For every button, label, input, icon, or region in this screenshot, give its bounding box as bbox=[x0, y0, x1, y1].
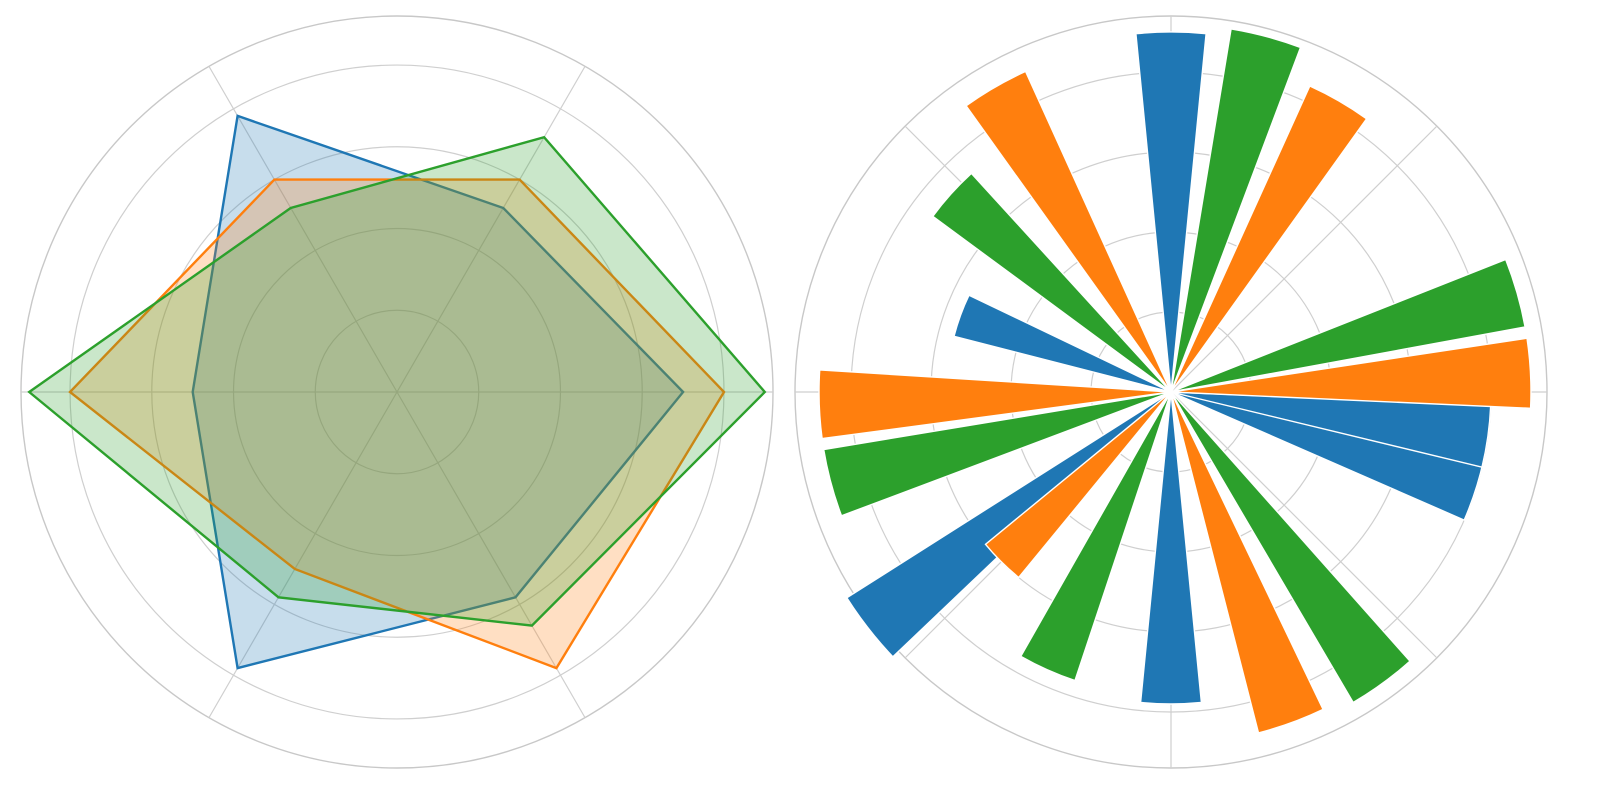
polar-bar-series-2-bar-1 bbox=[965, 70, 1172, 393]
radar-series-3-polygon bbox=[27, 135, 767, 627]
radar-spoke-3 bbox=[208, 66, 398, 393]
polar-bar-series-3-bar-2 bbox=[822, 391, 1172, 517]
polar-bar-series-2-bar-4 bbox=[1170, 337, 1532, 410]
polar-bar-series-3-bar-3 bbox=[1019, 391, 1172, 682]
polar-bar-series-1-bar-5 bbox=[1139, 391, 1203, 705]
polar-bar-bars-group bbox=[818, 28, 1532, 734]
polar-bar-spoke-2 bbox=[1170, 125, 1438, 393]
radar-spoke-2 bbox=[396, 66, 586, 393]
polar-bar-spoke-8 bbox=[1170, 391, 1438, 659]
polar-bar-series-1-bar-2 bbox=[953, 294, 1172, 393]
polar-bar-series-1-bar-1 bbox=[1135, 31, 1207, 393]
polar-bar-series-3-bar-6 bbox=[1170, 28, 1302, 393]
polar-bar-series-2-bar-2 bbox=[818, 369, 1172, 440]
polar-bar-series-3-bar-4 bbox=[1170, 258, 1526, 393]
polar-bar-series-2-bar-6 bbox=[1170, 85, 1368, 393]
radar-series-2-polygon bbox=[68, 178, 726, 670]
radar-series-1-polygon bbox=[191, 114, 685, 670]
radar-series-group bbox=[27, 114, 767, 670]
polar-bar-series-2-bar-5 bbox=[1170, 391, 1325, 734]
polar-bar-series-2-bar-3 bbox=[984, 391, 1172, 579]
polar-bar-series-3-bar-1 bbox=[931, 172, 1172, 393]
polar-bar-series-3-bar-5 bbox=[1170, 391, 1411, 704]
polar-bar-chart bbox=[794, 15, 1548, 769]
radar-spoke-6 bbox=[396, 391, 586, 718]
radar-spoke-5 bbox=[208, 391, 398, 718]
radar-chart bbox=[20, 15, 774, 769]
